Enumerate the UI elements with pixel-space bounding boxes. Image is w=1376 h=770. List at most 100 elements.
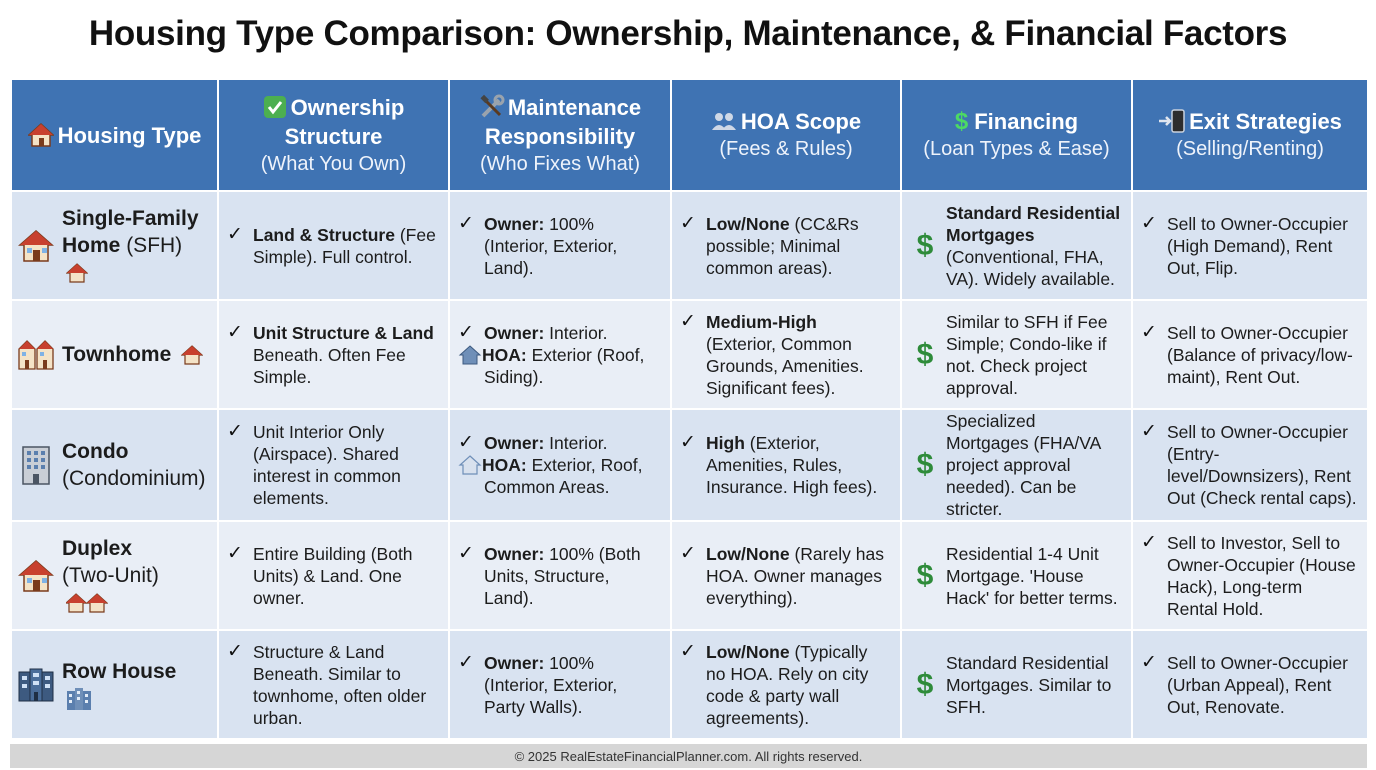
check-icon: ✓ — [227, 321, 243, 343]
ownership-text: (Fee Simple). Full control. — [253, 224, 436, 267]
type-name-rest: (Two-Unit) — [62, 564, 159, 587]
house-icon — [181, 345, 204, 366]
check-icon: ✓ — [227, 223, 243, 245]
page-title: Housing Type Comparison: Ownership, Main… — [88, 14, 1288, 53]
house-icon — [66, 263, 88, 284]
financing-cell: $ Residential 1-4 Unit Mortgage. 'House … — [900, 520, 1133, 631]
check-icon: ✓ — [680, 432, 696, 453]
dollar-icon: $ — [916, 667, 934, 701]
exit-text: Sell to Owner-Occupier (Entry-level/Down… — [1167, 422, 1357, 508]
house-icon — [18, 559, 54, 592]
table-row: Row House ✓ Structure & Land Beneath. Si… — [10, 629, 1369, 740]
building-icon — [22, 446, 50, 485]
type-name-rest: (SFH) — [120, 234, 183, 257]
exit-cell: ✓ Sell to Owner-Occupier (Balance of pri… — [1131, 299, 1369, 410]
ownership-text: Structure & Land Beneath. Similar to tow… — [253, 641, 427, 728]
header-sub: (Loan Types & Ease) — [923, 138, 1110, 160]
ownership-cell: ✓ Unit Interior Only (Airspace). Shared … — [217, 408, 450, 522]
header-row: Housing Type Ownership Structure (What Y… — [10, 78, 1369, 192]
check-icon: ✓ — [680, 542, 696, 564]
financing-cell: $ Standard Residential Mortgages (Conven… — [900, 190, 1133, 301]
check-box-icon — [263, 95, 286, 118]
maintenance-text: Exterior, Roof, Common Areas. — [484, 455, 643, 497]
financing-cell: $ Standard Residential Mortgages. Simila… — [900, 629, 1133, 740]
check-icon: ✓ — [1141, 531, 1157, 553]
check-icon: ✓ — [1141, 421, 1157, 442]
housing-type-cell: Townhome — [10, 299, 219, 410]
table-row: Duplex (Two-Unit) ✓ Entire Building (Bot… — [10, 520, 1369, 631]
maintenance-bold: Owner: — [484, 433, 545, 453]
header-label: Financing — [974, 109, 1079, 134]
maintenance-bold: Owner: — [484, 322, 545, 343]
financing-text: Standard Residential Mortgages. Similar … — [946, 652, 1112, 717]
hoa-bold: Medium-High — [706, 311, 817, 332]
check-icon: ✓ — [1141, 212, 1157, 234]
dollar-icon: $ — [916, 558, 934, 592]
dollar-icon: $ — [916, 448, 934, 481]
comparison-table: Housing Type Ownership Structure (What Y… — [10, 78, 1369, 740]
type-name-bold: Row House — [62, 659, 177, 683]
ownership-cell: ✓ Land & Structure (Fee Simple). Full co… — [217, 190, 450, 301]
financing-text: Residential 1-4 Unit Mortgage. 'House Ha… — [946, 543, 1118, 608]
hoa-cell: ✓ Low/None (Typically no HOA. Rely on ci… — [670, 629, 902, 740]
house-icon — [26, 122, 55, 147]
header-sub: (Fees & Rules) — [719, 138, 853, 160]
maintenance-text: Interior. — [544, 433, 608, 453]
exit-text: Sell to Investor, Sell to Owner-Occupier… — [1167, 532, 1356, 619]
exit-cell: ✓ Sell to Owner-Occupier (Urban Appeal),… — [1131, 629, 1369, 740]
type-name-bold: Single-Family Home — [62, 207, 199, 257]
check-icon: ✓ — [458, 432, 474, 453]
header-financing: $ Financing (Loan Types & Ease) — [900, 78, 1133, 192]
hoa-bold: Low/None — [706, 641, 790, 662]
financing-bold: Standard Residential Mortgages — [946, 202, 1121, 245]
check-icon: ✓ — [680, 640, 696, 662]
hoa-text: (Exterior, Common Grounds, Amenities. Si… — [706, 333, 864, 398]
duplex-icon — [66, 593, 108, 614]
maintenance-cell: ✓ Owner: 100% (Interior, Exterior, Land)… — [448, 190, 672, 301]
housing-type-cell: Condo (Condominium) — [10, 408, 219, 522]
maintenance-bold: Owner: — [484, 213, 545, 234]
hoa-cell: ✓ High (Exterior, Amenities, Rules, Insu… — [670, 408, 902, 522]
exit-text: Sell to Owner-Occupier (Urban Appeal), R… — [1167, 652, 1348, 717]
type-name-bold: Condo — [62, 440, 129, 463]
exit-cell: ✓ Sell to Investor, Sell to Owner-Occupi… — [1131, 520, 1369, 631]
exit-text: Sell to Owner-Occupier (Balance of priva… — [1167, 322, 1353, 387]
maintenance-bold: HOA: — [482, 344, 527, 365]
maintenance-text: Exterior (Roof, Siding). — [484, 344, 645, 387]
maintenance-bold: HOA: — [482, 455, 527, 475]
hoa-house-icon — [458, 455, 482, 475]
financing-cell: $ Specialized Mortgages (FHA/VA project … — [900, 408, 1133, 522]
maintenance-bold: Owner: — [484, 543, 545, 564]
header-sub: (Selling/Renting) — [1176, 138, 1324, 160]
check-icon: ✓ — [227, 542, 243, 564]
hoa-text: (Exterior, Amenities, Rules, Insurance. … — [706, 433, 878, 497]
hoa-house-icon — [458, 344, 482, 364]
check-icon: ✓ — [1141, 651, 1157, 673]
table-row: Single-Family Home (SFH) ✓ Land & Struct… — [10, 190, 1369, 301]
type-name-rest: (Condominium) — [62, 467, 206, 490]
header-ownership: Ownership Structure (What You Own) — [217, 78, 450, 192]
financing-text: Specialized Mortgages (FHA/VA project ap… — [946, 411, 1101, 519]
check-icon: ✓ — [458, 651, 474, 673]
check-icon: ✓ — [458, 212, 474, 234]
check-icon: ✓ — [227, 640, 243, 662]
exit-phone-icon — [1159, 109, 1185, 133]
rowhouse-icon — [67, 687, 91, 710]
dollar-icon: $ — [916, 337, 934, 371]
header-sub: (Who Fixes What) — [479, 152, 641, 175]
maintenance-cell: ✓ Owner: Interior. HOA: Exterior (Roof, … — [448, 299, 672, 410]
housing-type-cell: Row House — [10, 629, 219, 740]
ownership-text: Entire Building (Both Units) & Land. One… — [253, 543, 413, 608]
hoa-cell: ✓ Medium-High (Exterior, Common Grounds,… — [670, 299, 902, 410]
check-icon: ✓ — [458, 542, 474, 564]
hoa-text: (CC&Rs possible; Minimal common areas). — [706, 213, 859, 278]
exit-cell: ✓ Sell to Owner-Occupier (Entry-level/Do… — [1131, 408, 1369, 522]
house-icon — [18, 229, 54, 262]
maintenance-text: 100% (Both Units, Structure, Land). — [484, 543, 641, 608]
hoa-bold: Low/None — [706, 543, 790, 564]
ownership-text: Unit Interior Only (Airspace). Shared in… — [253, 422, 401, 508]
hoa-bold: High — [706, 433, 745, 453]
dollar-icon: $ — [954, 108, 969, 135]
header-label: Maintenance Responsibility — [484, 94, 642, 149]
header-exit: Exit Strategies (Selling/Renting) — [1131, 78, 1369, 192]
